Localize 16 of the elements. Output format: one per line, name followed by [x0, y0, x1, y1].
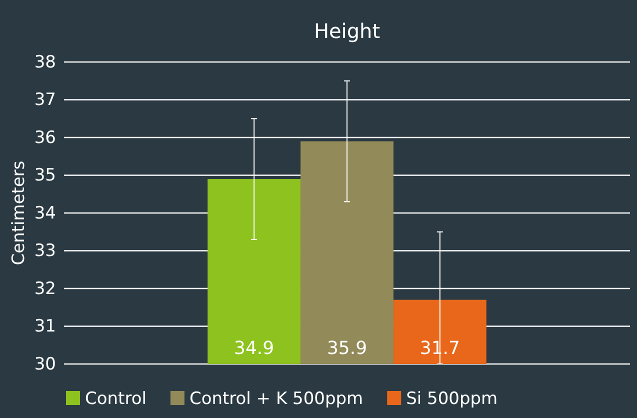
legend-label: Si 500ppm	[406, 389, 498, 409]
y-tick-label: 30	[34, 354, 56, 374]
chart-title: Height	[314, 19, 380, 43]
y-tick-label: 37	[34, 90, 56, 110]
y-tick-label: 36	[34, 128, 56, 148]
legend-label: Control	[85, 389, 146, 409]
y-tick-label: 34	[34, 203, 56, 224]
y-tick-label: 33	[34, 241, 56, 262]
y-tick-label: 31	[34, 316, 56, 337]
y-tick-label: 38	[34, 52, 56, 72]
y-tick-label: 35	[34, 166, 56, 186]
data-label: 35.9	[326, 338, 368, 359]
y-axis-title: Centimeters	[9, 160, 29, 266]
legend-label: Control + K 500ppm	[189, 389, 364, 409]
data-label: 34.9	[234, 338, 274, 359]
y-tick-label: 32	[34, 278, 56, 299]
